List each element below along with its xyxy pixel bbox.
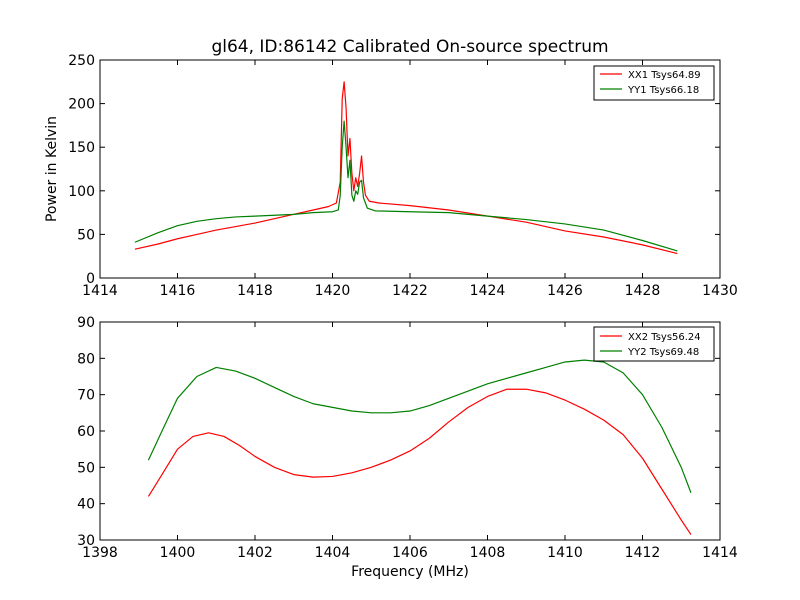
bottom-series-line-xx bbox=[147, 388, 692, 535]
top-y-tick-label: 150 bbox=[68, 140, 95, 156]
bottom-legend-label-xx2: XX2 Tsys56.24 bbox=[628, 332, 701, 343]
bottom-y-tick-label: 60 bbox=[77, 424, 95, 440]
top-legend-label-yy1: YY1 Tsys66.18 bbox=[627, 85, 699, 96]
bottom-x-tick-label: 1406 bbox=[392, 545, 428, 561]
bottom-legend-label-yy2: YY2 Tsys69.48 bbox=[627, 347, 699, 358]
top-x-tick-label: 1430 bbox=[702, 283, 738, 299]
top-legend: XX1 Tsys64.89 YY1 Tsys66.18 bbox=[593, 65, 715, 101]
top-x-tick-label: 1422 bbox=[392, 283, 428, 299]
bottom-y-tick-label: 90 bbox=[77, 315, 95, 331]
bottom-x-tick-label: 1400 bbox=[160, 545, 196, 561]
top-x-tick-label: 1428 bbox=[625, 283, 661, 299]
bottom-legend-box bbox=[593, 326, 715, 362]
bottom-y-tick-label: 50 bbox=[77, 460, 95, 476]
bottom-x-tick-label: 1402 bbox=[237, 545, 273, 561]
top-plot: 1414 1416 1418 1420 1422 1424 1426 1428 1430 0 50 1… bbox=[44, 53, 738, 299]
bottom-plot-series bbox=[147, 359, 692, 535]
top-plot-ticks: 1414 1416 1418 1420 1422 1424 1426 1428 1430 0 50 1… bbox=[68, 53, 738, 299]
chart-title: gl64, ID:86142 Calibrated On-source spec… bbox=[211, 37, 608, 57]
top-x-tick-label: 1418 bbox=[237, 283, 273, 299]
top-legend-label-xx1: XX1 Tsys64.89 bbox=[628, 70, 701, 81]
top-y-tick-label: 50 bbox=[77, 227, 95, 243]
top-series-line-xx bbox=[134, 81, 678, 255]
top-y-tick-label: 100 bbox=[68, 184, 95, 200]
x-axis-label: Frequency (MHz) bbox=[351, 564, 469, 580]
bottom-plot-ticks: 1398 1400 1402 1404 1406 1408 1410 1412 1414 30 40… bbox=[77, 315, 738, 561]
bottom-y-tick-label: 70 bbox=[77, 388, 95, 404]
bottom-x-tick-label: 1408 bbox=[470, 545, 506, 561]
top-y-axis-label: Power in Kelvin bbox=[44, 116, 60, 222]
top-plot-series bbox=[134, 81, 678, 255]
top-x-tick-label: 1426 bbox=[547, 283, 583, 299]
top-x-tick-label: 1414 bbox=[82, 283, 118, 299]
top-x-tick-label: 1424 bbox=[470, 283, 506, 299]
bottom-y-tick-label: 80 bbox=[77, 351, 95, 367]
bottom-x-tick-label: 1414 bbox=[702, 545, 738, 561]
bottom-x-tick-label: 1398 bbox=[82, 545, 118, 561]
bottom-series-line-yy bbox=[147, 359, 692, 493]
bottom-y-tick-label: 30 bbox=[77, 533, 95, 549]
top-x-tick-label: 1416 bbox=[160, 283, 196, 299]
bottom-legend: XX2 Tsys56.24 YY2 Tsys69.48 bbox=[593, 326, 715, 362]
bottom-x-tick-label: 1410 bbox=[547, 545, 583, 561]
top-y-tick-label: 250 bbox=[68, 53, 95, 69]
top-series-line-yy bbox=[134, 120, 678, 252]
top-y-tick-label: 200 bbox=[68, 97, 95, 113]
top-x-tick-label: 1420 bbox=[315, 283, 351, 299]
top-legend-box bbox=[593, 65, 715, 101]
bottom-x-tick-label: 1412 bbox=[625, 545, 661, 561]
bottom-y-tick-label: 40 bbox=[77, 497, 95, 513]
top-y-tick-label: 0 bbox=[86, 271, 95, 287]
bottom-plot: 1398 1400 1402 1404 1406 1408 1410 1412 1414 30 40… bbox=[77, 315, 738, 580]
bottom-x-tick-label: 1404 bbox=[315, 545, 351, 561]
